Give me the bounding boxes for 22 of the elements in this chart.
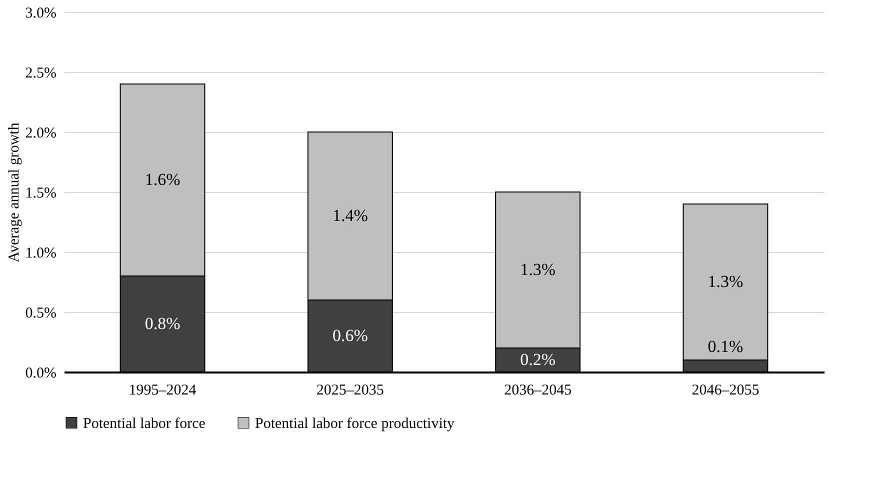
data-label: 0.2% [520, 350, 556, 369]
y-tick-label: 2.0% [25, 126, 56, 142]
data-label: 1.3% [520, 260, 556, 279]
x-tick-label: 1995–2024 [128, 382, 197, 398]
y-tick-label: 0.5% [25, 306, 56, 322]
y-tick-label: 2.5% [25, 66, 56, 82]
data-label: 1.4% [332, 206, 368, 225]
y-tick-label: 0.0% [25, 366, 56, 382]
legend-label: Potential labor force [83, 416, 206, 432]
legend-label: Potential labor force productivity [255, 416, 456, 432]
data-label: 0.8% [144, 314, 180, 333]
data-label: 1.6% [144, 170, 180, 189]
y-tick-label: 1.5% [25, 186, 56, 202]
data-label: 1.3% [708, 272, 744, 291]
y-axis-title: Average annual growth [6, 122, 22, 262]
x-tick-label: 2025–2035 [316, 382, 384, 398]
x-tick-label: 2036–2045 [504, 382, 572, 398]
y-tick-label: 3.0% [25, 6, 56, 22]
x-tick-label: 2046–2055 [692, 382, 760, 398]
data-label: 0.1% [708, 337, 744, 356]
y-tick-label: 1.0% [25, 246, 56, 262]
data-label: 0.6% [332, 326, 368, 345]
